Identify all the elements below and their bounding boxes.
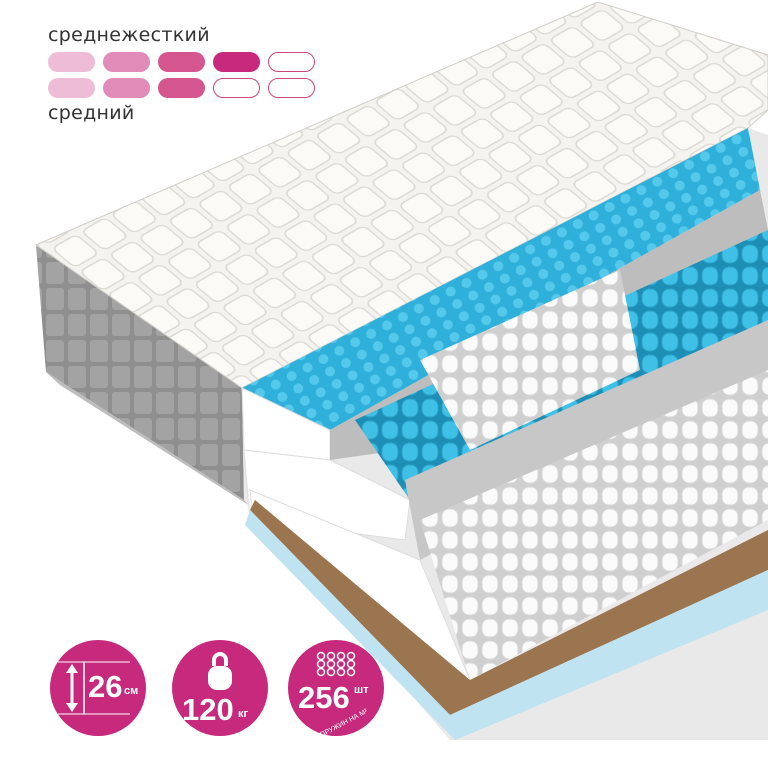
spring-dot (326, 659, 336, 669)
spring-dot (346, 651, 356, 661)
firmness-pill-filled (103, 78, 150, 98)
spring-dot (316, 667, 326, 677)
firmness-scale-bottom (48, 78, 315, 98)
mattress-side (36, 245, 250, 506)
firmness-pill-filled (213, 52, 260, 72)
spring-dot (336, 667, 346, 677)
height-badge: 26 см (50, 640, 146, 736)
kettlebell-icon (208, 652, 232, 690)
firmness-pill-filled (103, 52, 150, 72)
height-arrow-icon (58, 661, 130, 715)
max-load-value: 120 (182, 692, 234, 727)
spring-dot (326, 667, 336, 677)
firmness-pill-empty (268, 78, 315, 98)
springs-value: 256 (298, 680, 350, 715)
firmness-label-bottom: средний (48, 102, 135, 124)
spring-dot (316, 651, 326, 661)
spring-dot (336, 651, 346, 661)
firmness-scale-top (48, 52, 315, 72)
firmness-pill-filled (48, 78, 95, 98)
spring-dot (326, 651, 336, 661)
firmness-pill-filled (48, 52, 95, 72)
max-load-badge: 120 кг (172, 640, 268, 736)
max-load-unit: кг (238, 708, 249, 720)
springs-badge: 256 шт ПРУЖИН НА М² (288, 640, 384, 739)
height-value: 26 (88, 669, 123, 704)
spring-dot (346, 667, 356, 677)
firmness-pill-empty (213, 78, 260, 98)
firmness-pill-filled (158, 78, 205, 98)
height-unit: см (124, 685, 139, 697)
firmness-pill-filled (158, 52, 205, 72)
springs-grid-icon (316, 651, 356, 677)
spring-dot (316, 659, 326, 669)
springs-unit: шт (354, 684, 369, 696)
firmness-pill-empty (268, 52, 315, 72)
firmness-label-top: среднежесткий (48, 24, 210, 46)
mattress-cut-section (241, 128, 768, 740)
spring-dot (346, 659, 356, 669)
spring-dot (336, 659, 346, 669)
